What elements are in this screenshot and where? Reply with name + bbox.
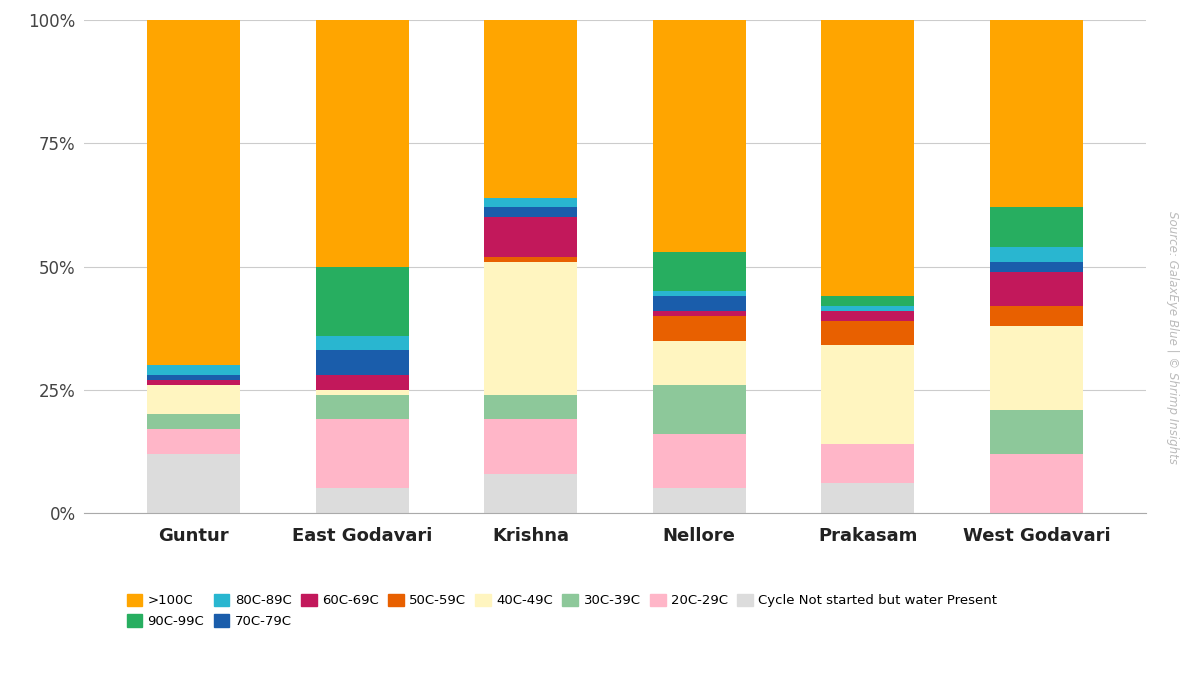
Bar (148, 380, 240, 385)
Bar (990, 207, 1082, 247)
Bar (485, 207, 577, 217)
Bar (485, 474, 577, 513)
Bar (653, 341, 745, 385)
Bar (316, 350, 408, 375)
Bar (822, 483, 914, 513)
Bar (316, 375, 408, 390)
Bar (990, 262, 1082, 271)
Legend: >100C, 90C-99C, 80C-89C, 70C-79C, 60C-69C, 50C-59C, 40C-49C, 30C-39C, 20C-29C, C: >100C, 90C-99C, 80C-89C, 70C-79C, 60C-69… (126, 593, 997, 628)
Bar (148, 20, 240, 365)
Bar (485, 256, 577, 262)
Bar (316, 20, 408, 267)
Bar (653, 316, 745, 341)
Bar (148, 365, 240, 375)
Bar (653, 296, 745, 311)
Bar (653, 434, 745, 489)
Bar (316, 489, 408, 513)
Bar (653, 489, 745, 513)
Bar (148, 375, 240, 380)
Bar (990, 410, 1082, 454)
Bar (316, 395, 408, 419)
Bar (990, 306, 1082, 326)
Bar (485, 20, 577, 198)
Bar (316, 335, 408, 350)
Bar (653, 20, 745, 252)
Bar (990, 247, 1082, 262)
Text: Source: GalaxEye Blue | © Shrimp Insights: Source: GalaxEye Blue | © Shrimp Insight… (1166, 211, 1178, 464)
Bar (990, 326, 1082, 410)
Bar (822, 444, 914, 483)
Bar (990, 454, 1082, 513)
Bar (822, 306, 914, 311)
Bar (990, 20, 1082, 207)
Bar (485, 198, 577, 207)
Bar (148, 454, 240, 513)
Bar (653, 252, 745, 292)
Bar (822, 296, 914, 306)
Bar (485, 395, 577, 419)
Bar (485, 419, 577, 474)
Bar (822, 321, 914, 346)
Bar (148, 414, 240, 429)
Bar (148, 385, 240, 414)
Bar (316, 419, 408, 489)
Bar (316, 390, 408, 395)
Bar (485, 262, 577, 395)
Bar (653, 311, 745, 316)
Bar (990, 271, 1082, 306)
Bar (148, 429, 240, 454)
Bar (316, 267, 408, 335)
Bar (822, 20, 914, 296)
Bar (822, 311, 914, 321)
Bar (653, 292, 745, 296)
Bar (485, 217, 577, 256)
Bar (653, 385, 745, 434)
Bar (822, 346, 914, 444)
